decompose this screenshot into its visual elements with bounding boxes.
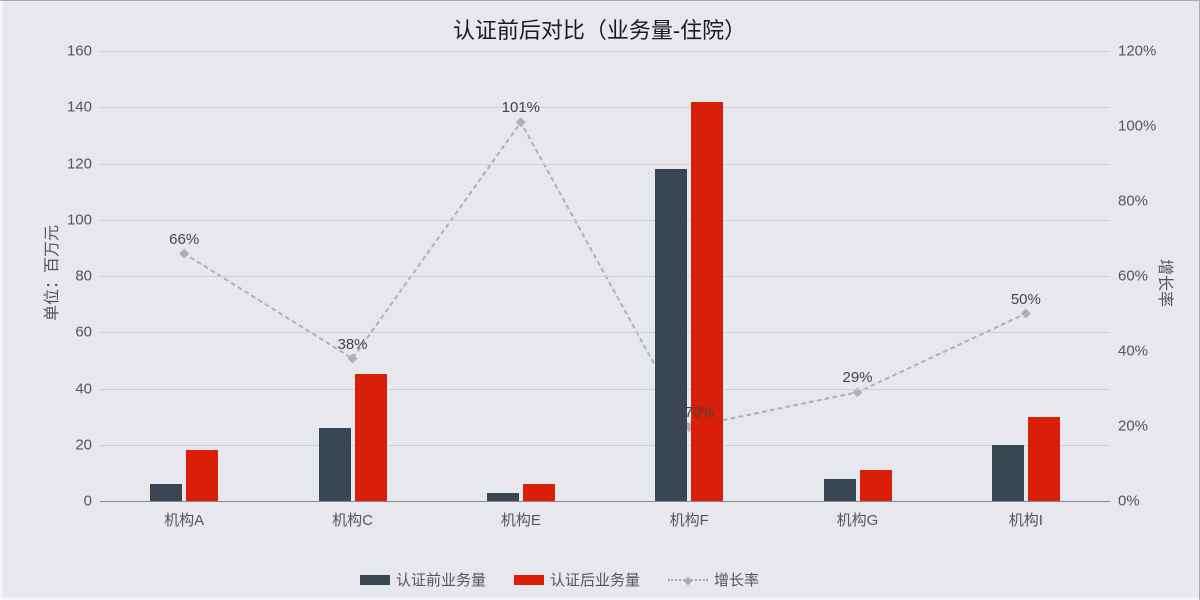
x-tick: 机构A	[164, 509, 204, 530]
grid-line	[100, 501, 1110, 502]
y-left-tick: 100	[67, 211, 92, 228]
bar-before	[487, 493, 519, 501]
y-axis-left-label: 单位：百万元	[38, 213, 62, 333]
bar-before	[319, 428, 351, 501]
bar-after	[691, 102, 723, 501]
grid-line	[100, 220, 1110, 221]
grid-line	[100, 164, 1110, 165]
bar-before	[992, 445, 1024, 501]
grid-line	[100, 107, 1110, 108]
growth-rate-label: 19.70%	[664, 404, 715, 421]
legend-swatch-before	[360, 575, 390, 585]
chart-container: 认证前后对比（业务量-住院） 单位：百万元 增长率 02040608010012…	[0, 0, 1200, 600]
bar-after	[523, 484, 555, 501]
legend-swatch-after	[514, 575, 544, 585]
bar-after	[1028, 417, 1060, 501]
y-left-tick: 160	[67, 43, 92, 60]
y-left-tick: 0	[84, 493, 92, 510]
grid-line	[100, 332, 1110, 333]
y-left-tick: 140	[67, 99, 92, 116]
growth-rate-label: 101%	[502, 99, 540, 116]
growth-rate-label: 29%	[842, 369, 872, 386]
y-left-tick: 120	[67, 155, 92, 172]
y-right-tick: 20%	[1118, 418, 1148, 435]
legend-item-after: 认证后业务量	[514, 569, 640, 590]
x-tick: 机构G	[837, 509, 879, 530]
legend-label-before: 认证前业务量	[396, 569, 486, 590]
grid-line	[100, 445, 1110, 446]
chart-title: 认证前后对比（业务量-住院）	[0, 13, 1199, 45]
legend-swatch-growth	[668, 579, 708, 581]
y-right-tick: 100%	[1118, 118, 1156, 135]
growth-rate-label: 38%	[337, 336, 367, 353]
legend: 认证前业务量 认证后业务量 增长率	[360, 569, 759, 590]
y-left-tick: 20	[75, 436, 92, 453]
bar-after	[355, 374, 387, 501]
legend-label-growth: 增长率	[714, 569, 759, 590]
x-tick: 机构F	[670, 509, 709, 530]
plot-area: 0204060801001201401600%20%40%60%80%100%1…	[100, 51, 1110, 501]
legend-label-after: 认证后业务量	[550, 569, 640, 590]
legend-item-growth: 增长率	[668, 569, 759, 590]
x-tick: 机构I	[1009, 509, 1043, 530]
bar-before	[655, 169, 687, 501]
grid-line	[100, 51, 1110, 52]
x-tick: 机构C	[332, 509, 373, 530]
bar-before	[824, 479, 856, 502]
y-right-tick: 0%	[1118, 493, 1140, 510]
growth-rate-label: 50%	[1011, 291, 1041, 308]
y-left-tick: 80	[75, 268, 92, 285]
y-axis-right-label: 增长率	[1155, 253, 1179, 313]
growth-rate-label: 66%	[169, 231, 199, 248]
bar-before	[150, 484, 182, 501]
grid-line	[100, 389, 1110, 390]
legend-item-before: 认证前业务量	[360, 569, 486, 590]
y-left-tick: 60	[75, 324, 92, 341]
y-right-tick: 120%	[1118, 43, 1156, 60]
bar-after	[860, 470, 892, 501]
bar-after	[186, 450, 218, 501]
x-tick: 机构E	[501, 509, 541, 530]
y-right-tick: 80%	[1118, 193, 1148, 210]
grid-line	[100, 276, 1110, 277]
y-right-tick: 40%	[1118, 343, 1148, 360]
y-right-tick: 60%	[1118, 268, 1148, 285]
y-left-tick: 40	[75, 380, 92, 397]
